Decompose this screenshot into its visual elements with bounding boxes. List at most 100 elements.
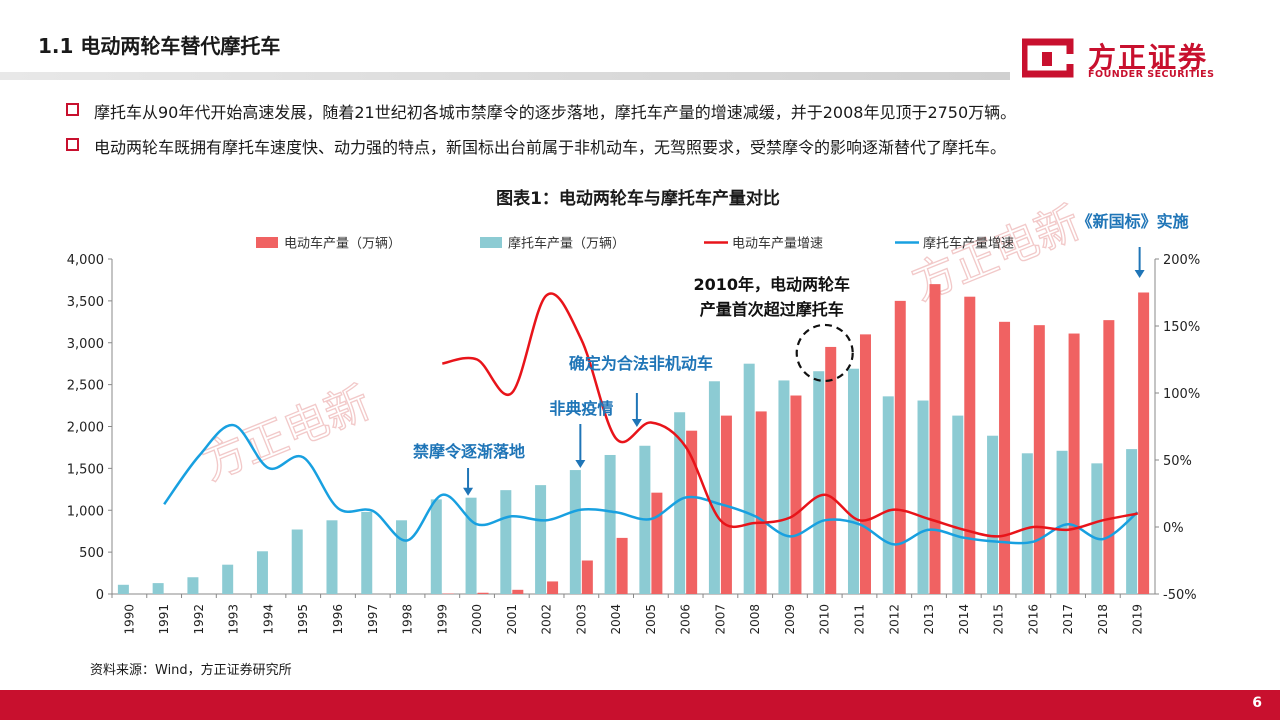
x-tick-label: 2019 (1131, 604, 1145, 635)
ev-bar (999, 321, 1011, 594)
annotation-text: 非典疫情 (549, 399, 613, 418)
x-tick-label: 1990 (122, 604, 136, 635)
moto-bar (1021, 453, 1033, 594)
x-tick-label: 1998 (401, 604, 415, 635)
x-tick-label: 1993 (227, 604, 241, 635)
moto-bar (813, 371, 825, 594)
ev-bar (581, 560, 593, 594)
ev-bar (1138, 292, 1150, 594)
watermark-text: 方正电新 (195, 377, 377, 490)
x-tick-label: 2014 (957, 604, 971, 635)
x-tick-label: 2004 (609, 604, 623, 635)
annotation-text: 禁摩令逐渐落地 (413, 442, 525, 461)
bullet-square-icon (66, 138, 79, 151)
y-left-tick-label: 4,000 (67, 253, 104, 268)
page-title: 1.1 电动两轮车替代摩托车 (38, 34, 281, 58)
ev-bar (894, 300, 906, 594)
moto-bar (674, 412, 686, 594)
moto-bar (222, 564, 234, 594)
ev-bar (651, 492, 663, 594)
ev-bar (825, 346, 837, 594)
y-right-tick-label: 0% (1163, 521, 1184, 536)
ev-bar (512, 589, 524, 594)
y-left-tick-label: 3,000 (67, 337, 104, 352)
ev-bar (477, 592, 489, 594)
source-note: 资料来源：Wind，方正证券研究所 (90, 663, 292, 678)
moto-bar (535, 485, 547, 594)
annotation-arrow-head (631, 419, 642, 427)
annotation-text: 2010年，电动两轮车 (693, 275, 850, 294)
x-tick-label: 1991 (157, 604, 171, 635)
x-tick-label: 2003 (574, 604, 588, 635)
moto-bar (569, 470, 581, 594)
ev-bar (1068, 333, 1080, 594)
ev-bar (616, 537, 628, 594)
moto-growth-line (163, 423, 1139, 546)
moto-bar (917, 400, 929, 594)
ev-bar (755, 411, 767, 594)
y-right-tick-label: -50% (1163, 588, 1197, 603)
ev-bar (790, 395, 802, 594)
ev-growth-line (442, 292, 1138, 538)
x-tick-label: 1992 (192, 604, 206, 635)
ev-bar (686, 430, 698, 594)
bullet-text: 摩托车从90年代开始高速发展，随着21世纪初各城市禁摩令的逐步落地，摩托车产量的… (94, 103, 1017, 122)
logo-text-cn: 方正证券 (1088, 41, 1209, 74)
chart-title: 图表1：电动两轮车与摩托车产量对比 (496, 188, 780, 209)
x-tick-label: 2000 (470, 604, 484, 635)
legend-swatch (480, 237, 502, 248)
x-tick-label: 1994 (261, 604, 275, 635)
annotation-arrow-head (1134, 270, 1145, 278)
moto-bar (1056, 450, 1068, 594)
page-number: 6 (1252, 695, 1262, 711)
x-tick-label: 2007 (713, 604, 727, 635)
y-left-tick-label: 0 (96, 588, 104, 603)
logo-text-en: FOUNDER SECURITIES (1088, 69, 1215, 80)
footer-bar: 6 (0, 690, 1280, 720)
moto-bar (882, 396, 894, 594)
x-tick-label: 2010 (818, 604, 832, 635)
moto-bar (1091, 463, 1103, 594)
moto-bar (256, 551, 268, 594)
highlight-circle (795, 323, 854, 383)
x-tick-label: 1996 (331, 604, 345, 635)
moto-bar (291, 529, 303, 594)
annotation-arrow-head (463, 487, 474, 496)
legend-label: 摩托车产量（万辆） (508, 236, 625, 252)
x-tick-label: 1999 (435, 604, 449, 635)
bullet-text: 电动两轮车既拥有摩托车速度快、动力强的特点，新国标出台前属于非机动车，无驾照要求… (94, 138, 1007, 157)
y-left-tick-label: 1,000 (67, 504, 104, 519)
title-divider (0, 72, 1010, 80)
moto-bar (187, 577, 199, 594)
x-tick-label: 2001 (505, 604, 519, 635)
x-tick-label: 2009 (783, 604, 797, 635)
moto-bar (847, 368, 859, 594)
legend-label: 摩托车产量增速 (923, 236, 1014, 252)
moto-bar (117, 584, 129, 594)
y-left-tick-label: 500 (79, 546, 104, 561)
moto-bar (326, 520, 338, 594)
ev-bar (1103, 320, 1115, 594)
x-tick-label: 2006 (679, 604, 693, 635)
x-tick-label: 2017 (1061, 604, 1075, 635)
moto-bar (604, 454, 616, 594)
moto-bar (743, 363, 755, 594)
annotation-text: 《新国标》实施 (1077, 212, 1189, 231)
y-left-tick-label: 1,500 (67, 462, 104, 477)
moto-bar (465, 497, 477, 594)
x-tick-label: 2015 (992, 604, 1006, 635)
ev-bar (964, 296, 976, 594)
moto-bar (778, 380, 790, 594)
annotation-text: 确定为合法非机动车 (569, 354, 713, 373)
moto-bar (152, 583, 164, 594)
y-left-tick-label: 2,500 (67, 379, 104, 394)
founder-logo-icon (1022, 38, 1076, 78)
annotation-arrow-head (575, 460, 586, 469)
legend-swatch (256, 237, 278, 248)
annotation-text: 产量首次超过摩托车 (700, 300, 844, 319)
x-tick-label: 2012 (887, 604, 901, 635)
y-right-tick-label: 100% (1163, 387, 1200, 402)
ev-bar (1033, 325, 1045, 594)
moto-bar (396, 520, 408, 594)
